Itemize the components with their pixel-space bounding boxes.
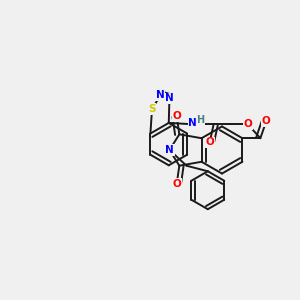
Text: N: N bbox=[156, 91, 165, 100]
Text: O: O bbox=[172, 179, 181, 189]
Text: H: H bbox=[196, 115, 205, 125]
Text: O: O bbox=[262, 116, 271, 126]
Text: N: N bbox=[165, 145, 174, 155]
Text: N: N bbox=[165, 93, 174, 103]
Text: S: S bbox=[148, 104, 156, 114]
Text: N: N bbox=[188, 118, 197, 128]
Text: O: O bbox=[205, 137, 214, 148]
Text: O: O bbox=[172, 111, 181, 121]
Text: O: O bbox=[244, 119, 252, 130]
